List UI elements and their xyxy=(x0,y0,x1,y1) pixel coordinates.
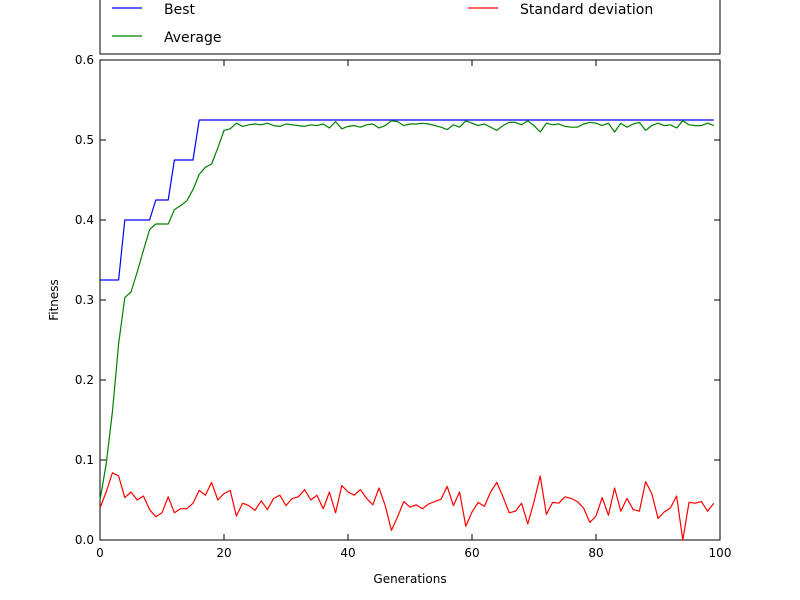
x-tick-label: 0 xyxy=(96,546,104,560)
y-tick-label: 0.6 xyxy=(75,53,94,67)
y-axis-title: Fitness xyxy=(47,279,61,321)
series-line-standard-deviation xyxy=(99,472,715,541)
legend: Best Average Standard deviation xyxy=(99,0,721,55)
legend-label-average: Average xyxy=(164,30,222,46)
x-tick-label: 20 xyxy=(216,546,231,560)
tick-layer: 0 20 40 60 80 100 0.0 0.1 0.2 0.3 0.4 0.5 0.6 xyxy=(75,53,732,560)
y-tick-label: 0.4 xyxy=(75,213,94,227)
x-axis-title: Generations xyxy=(373,572,446,586)
x-tick-label: 40 xyxy=(340,546,355,560)
x-tick-label: 100 xyxy=(709,546,732,560)
legend-label-best: Best xyxy=(164,2,196,18)
plot-area xyxy=(99,59,721,541)
legend-entries: Best Average Standard deviation xyxy=(112,2,653,46)
x-tick-label: 60 xyxy=(464,546,479,560)
y-tick-label: 0.2 xyxy=(75,373,94,387)
legend-box xyxy=(99,0,721,55)
y-tick-label: 0.1 xyxy=(75,453,94,467)
series-line-best xyxy=(100,119,714,281)
y-tick-label: 0.3 xyxy=(75,293,94,307)
series-layer xyxy=(99,119,715,541)
y-tick-label: 0.0 xyxy=(75,533,94,547)
series-line-average xyxy=(99,120,715,501)
y-tick-label: 0.5 xyxy=(75,133,94,147)
legend-label-standard-deviation: Standard deviation xyxy=(520,2,653,18)
x-tick-label: 80 xyxy=(588,546,603,560)
